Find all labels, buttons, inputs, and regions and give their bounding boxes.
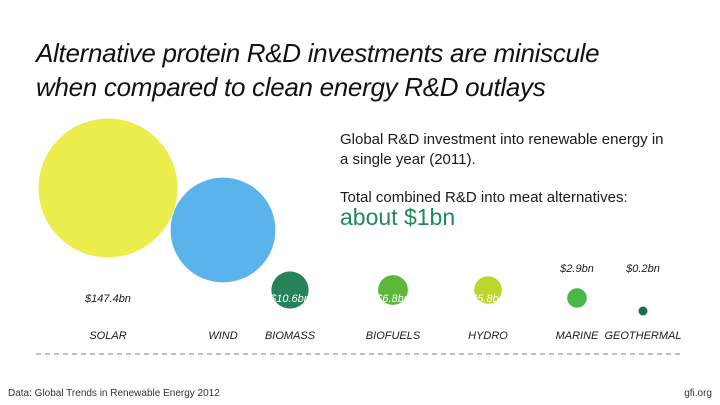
category-label-solar: SOLAR [89, 330, 126, 342]
bubble-hydro [474, 276, 502, 304]
bubble-marine [567, 288, 587, 308]
bubbles-layer [38, 118, 648, 316]
chart-title-line-1: Alternative protein R&D investments are … [36, 38, 600, 68]
meat-alternatives-value: about $1bn [340, 204, 456, 230]
renewable-note: Global R&D investment into renewable ene… [340, 131, 664, 168]
chart-title-line-2: when compared to clean energy R&D outlay… [36, 72, 546, 102]
bubble-geothermal [638, 306, 648, 316]
category-label-marine: MARINE [556, 330, 599, 342]
value-label-solar: $147.4bn [84, 293, 131, 305]
bubble-biomass [271, 271, 309, 309]
value-label-hydro: $5.8bn [470, 293, 505, 305]
value-label-marine: $2.9bn [559, 263, 594, 275]
category-label-hydro: HYDRO [468, 330, 508, 342]
value-label-biofuels: $6.8bn [375, 293, 410, 305]
labels-layer: $147.4bn SOLAR $83.8bn WIND $10.6bn BIOMASS $6… [84, 263, 681, 342]
brand-link: gfi.org [684, 388, 712, 399]
category-label-geothermal: GEOTHERMAL [604, 330, 681, 342]
bubble-biofuels [378, 275, 408, 305]
value-label-wind: $83.8bn [202, 293, 243, 305]
category-label-wind: WIND [208, 330, 237, 342]
category-label-biofuels: BIOFUELS [366, 330, 421, 342]
value-label-biomass: $10.6bn [269, 293, 310, 305]
value-label-geothermal: $0.2bn [625, 263, 660, 275]
bubble-solar [38, 118, 178, 258]
source-note: Data: Global Trends in Renewable Energy … [8, 388, 220, 399]
category-label-biomass: BIOMASS [265, 330, 316, 342]
bubble-wind [170, 177, 276, 283]
meat-alternatives-label: Total combined R&D into meat alternative… [340, 189, 628, 206]
